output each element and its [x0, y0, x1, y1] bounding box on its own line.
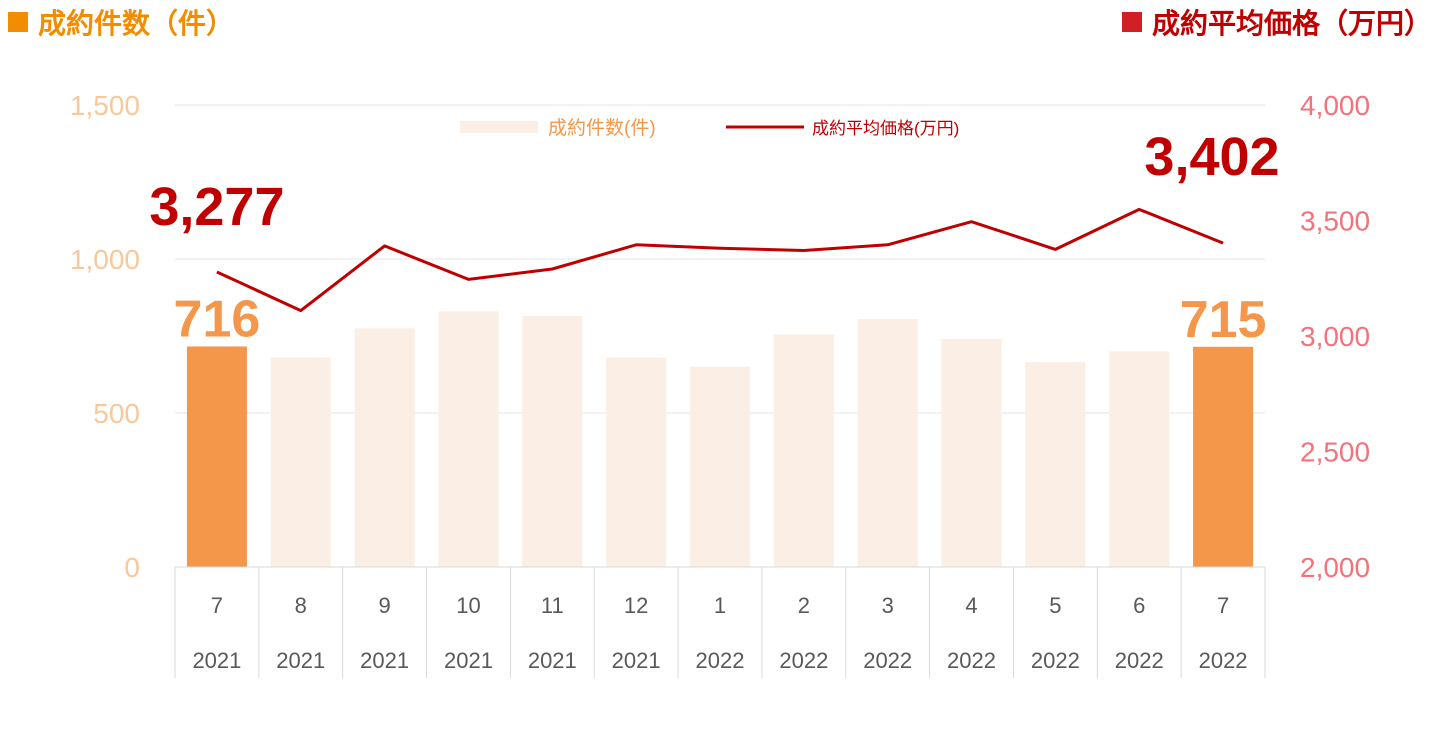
bar: [270, 357, 331, 567]
x-axis-year-label: 2022: [947, 648, 996, 673]
bar: [1193, 346, 1254, 567]
x-axis-year-label: 2022: [779, 648, 828, 673]
x-axis-month-label: 7: [1217, 593, 1229, 618]
x-axis-year-label: 2021: [192, 648, 241, 673]
bar: [857, 319, 918, 567]
data-label-last-point: 3,402: [1144, 127, 1279, 187]
bar: [1109, 351, 1170, 567]
bar: [438, 311, 499, 567]
x-axis-month-label: 11: [541, 593, 564, 618]
x-axis-month-label: 4: [965, 593, 977, 618]
data-label-first-bar: 716: [174, 290, 261, 348]
bar: [186, 346, 247, 567]
left-axis-tick-label: 0: [124, 552, 140, 583]
data-label-last-bar: 715: [1180, 291, 1267, 349]
bar: [606, 357, 667, 567]
orange-square-icon: [8, 12, 28, 32]
bar: [522, 315, 583, 567]
right-axis-tick-label: 2,000: [1300, 552, 1370, 583]
x-axis-year-label: 2021: [360, 648, 409, 673]
right-axis-title: 成約平均価格（万円）: [1121, 4, 1432, 44]
red-square-icon: [1121, 12, 1142, 32]
x-axis-month-label: 9: [378, 593, 390, 618]
x-axis-year-label: 2021: [444, 648, 493, 673]
x-axis-month-label: 3: [882, 593, 894, 618]
x-axis-month-label: 1: [714, 593, 726, 618]
right-axis-tick-label: 2,500: [1300, 437, 1370, 468]
legend-bar-label: 成約件数(件): [548, 117, 656, 139]
legend-line-label: 成約平均価格(万円): [812, 119, 959, 138]
x-axis-year-label: 2021: [612, 648, 661, 673]
right-axis-tick-label: 3,500: [1300, 206, 1370, 237]
legend-bar-swatch: [460, 121, 538, 133]
x-axis-month-label: 7: [211, 593, 223, 618]
right-axis-title-text: 成約平均価格（万円）: [1151, 7, 1432, 40]
left-axis-tick-label: 500: [93, 398, 140, 429]
x-axis-month-label: 5: [1049, 593, 1061, 618]
price-line: [216, 207, 1224, 313]
x-axis-year-label: 2021: [528, 648, 577, 673]
x-axis-year-label: 2021: [276, 648, 325, 673]
right-axis-tick-label: 3,000: [1300, 321, 1370, 352]
bar: [354, 328, 415, 567]
x-axis-month-label: 2: [798, 593, 810, 618]
bar: [941, 339, 1002, 567]
x-axis-month-label: 6: [1133, 593, 1145, 618]
x-axis-year-label: 2022: [863, 648, 912, 673]
data-label-first-point: 3,277: [149, 177, 284, 237]
x-axis-year-label: 2022: [1031, 648, 1080, 673]
left-axis-tick-label: 1,000: [70, 244, 140, 275]
left-axis-tick-label: 1,500: [70, 90, 140, 121]
bar: [773, 334, 834, 567]
x-axis-year-label: 2022: [1115, 648, 1164, 673]
right-axis-tick-label: 4,000: [1300, 90, 1370, 121]
x-axis-year-label: 2022: [696, 648, 745, 673]
x-axis-month-label: 12: [624, 593, 648, 618]
x-axis-year-label: 2022: [1199, 648, 1248, 673]
bar: [690, 366, 750, 567]
left-axis-title: 成約件数（件）: [8, 4, 234, 44]
x-axis-month-label: 8: [295, 593, 307, 618]
left-axis-title-text: 成約件数（件）: [38, 7, 235, 40]
x-axis-month-label: 10: [456, 593, 480, 618]
bar: [1025, 362, 1086, 567]
